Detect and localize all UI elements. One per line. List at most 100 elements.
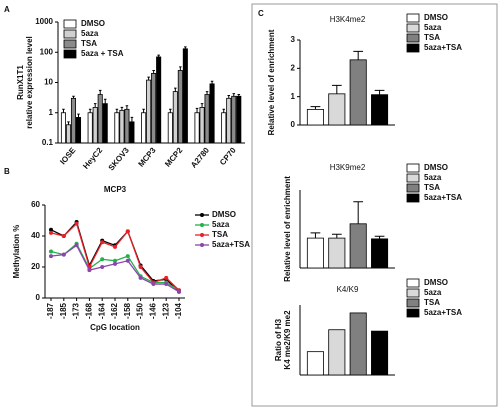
error-bar [125,105,129,110]
marker [125,229,130,234]
panel-c-frame [251,3,498,407]
bar [124,108,130,144]
marker [164,282,169,287]
error-bar [147,76,150,81]
error-bar [88,108,92,113]
error-bar [222,108,226,113]
x-tick-label: -164 [97,302,106,319]
x-tick-label: MCP3 [136,145,158,168]
bar [194,112,200,144]
x-tick-label: -150 [136,302,145,319]
bar [102,103,108,144]
panel-label: B [4,167,10,176]
legend-swatch [406,288,420,298]
bar [119,109,125,144]
legend-swatch [406,43,420,53]
x-tick-label: -187 [46,302,55,319]
bar [177,70,183,144]
y-tick-label: 0 [36,293,41,302]
legend-label: TSA [424,183,440,192]
legend-label: TSA [212,230,228,239]
error-bar [310,106,321,110]
chart-title: MCP3 [104,185,127,194]
bar [349,59,367,126]
marker [74,243,79,248]
legend-label: 5aza+TSA [212,240,250,249]
bar [182,48,188,144]
bar [172,91,178,144]
legend-swatch [406,23,420,33]
panel-label: A [4,5,10,14]
legend-label: TSA [81,39,97,48]
legend-label: DMSO [424,13,448,22]
x-tick-label: -104 [174,302,183,319]
marker [74,221,79,226]
x-tick-label: MCP2 [163,145,185,168]
error-bar [142,108,145,113]
x-tick-label: SKOV3 [107,145,132,172]
legend-swatch [63,49,77,59]
y-tick-label: 100 [40,47,54,56]
error-bar [331,84,342,94]
x-tick-label: -123 [161,302,170,319]
marker [151,282,156,287]
marker [100,265,105,269]
y-tick-label: 1 [49,108,54,117]
error-bar [227,95,231,99]
error-bar [103,98,107,104]
legend-label: 5aza [81,29,99,38]
legend-swatch [406,33,420,43]
legend-swatch [406,183,420,193]
y-tick-label: 1000 [35,17,53,26]
error-bar [152,69,155,74]
legend-label: 5aza+TSA [424,308,462,317]
bar [328,93,346,126]
marker [61,234,66,238]
error-bar [210,80,214,84]
marker [87,268,92,273]
y-axis-label: RunX1T1 [16,65,25,100]
error-bar [353,201,364,224]
y-tick-label: 2 [291,63,296,72]
marker [100,240,105,245]
bar [114,112,120,144]
x-tick-label: -168 [85,302,94,319]
x-tick-label: -158 [123,302,132,319]
bar [226,97,232,144]
y-tick-label: 20 [31,262,40,271]
marker [177,289,181,294]
x-tick-label: -146 [149,302,158,319]
marker [49,249,53,254]
x-tick-label: A2780 [189,145,211,169]
chart-title: K4/K9 [337,285,359,294]
x-tick-label: CP70 [218,145,238,167]
bar [236,95,242,144]
bar [65,124,72,144]
legend-label: 5aza [212,220,230,229]
y-axis-label: K4 me2/K9 me2 [283,310,292,370]
line [50,220,180,293]
error-bar [374,89,385,95]
y-tick-label: 3 [291,35,296,44]
legend-label: 5aza [424,23,442,32]
chart-title: H3K4me2 [330,15,366,24]
line [50,222,180,291]
y-tick-label: 60 [31,200,40,209]
legend-label: DMSO [81,19,105,28]
bar [306,109,324,126]
legend-marker [200,233,204,237]
legend-label: 5aza [424,288,442,297]
marker [49,227,53,232]
error-bar [67,121,70,125]
legend-label: DMSO [212,210,236,219]
bar [75,117,82,144]
legend-label: TSA [424,298,440,307]
y-axis-label: Methylation % [12,225,21,279]
marker [49,254,53,259]
bar [97,94,103,144]
y-tick-label: 1 [291,92,296,101]
bar [209,83,215,144]
legend-label: 5aza + TSA [81,49,124,58]
legend-swatch [406,278,420,288]
